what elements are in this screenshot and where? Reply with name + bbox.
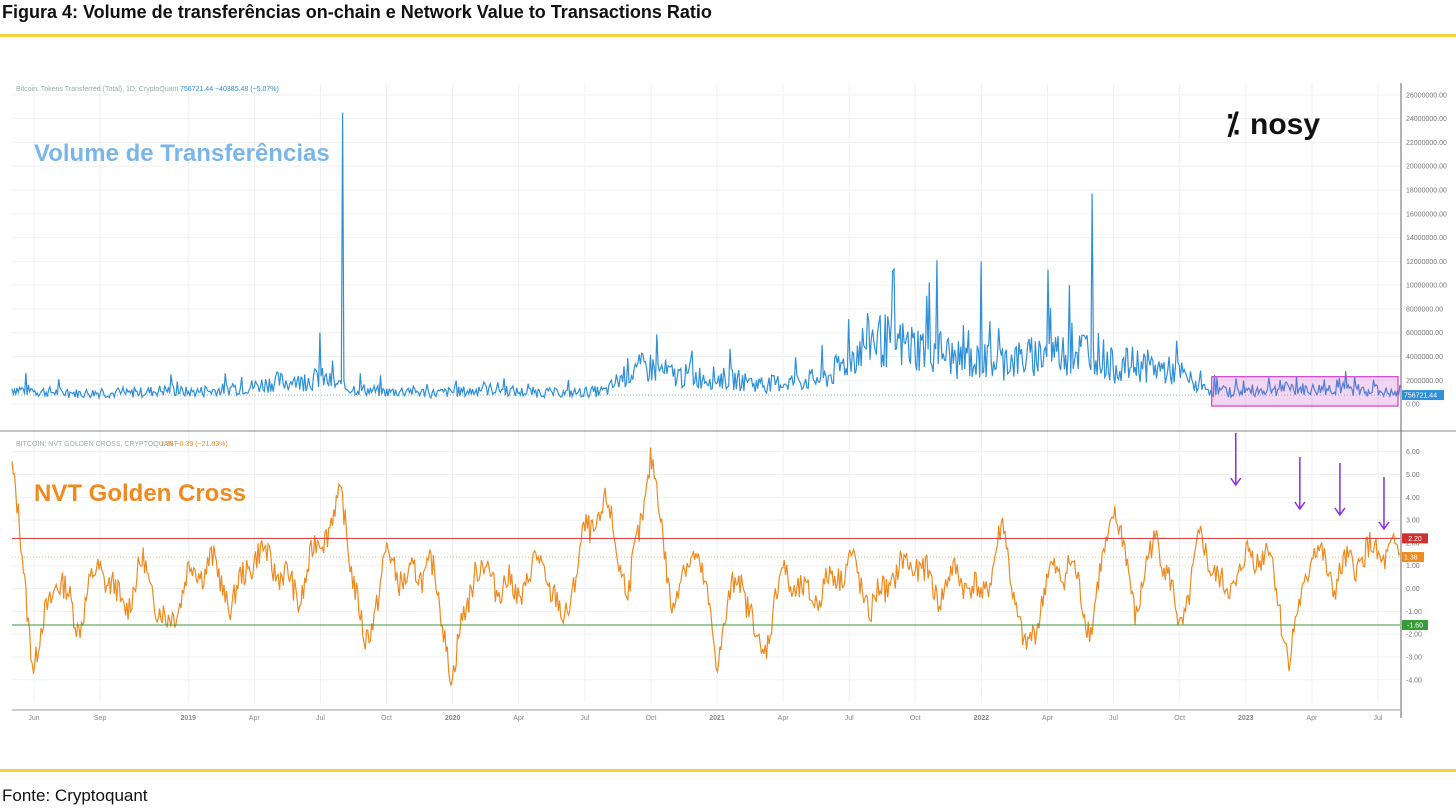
x-tick-label: Oct: [1174, 715, 1185, 722]
y-tick-label: 24000000.00: [1406, 116, 1447, 123]
brand-mark: ⁒: [1226, 108, 1240, 141]
x-tick-label: Sep: [94, 715, 107, 722]
y-tick-label: -2.00: [1406, 632, 1422, 639]
last-value-badge: [1402, 390, 1444, 401]
y-tick-label: 2.00: [1406, 540, 1420, 547]
reference-line-badge: [1402, 620, 1428, 631]
source-note: Fonte: Cryptoquant: [2, 786, 148, 805]
reference-line-label: -1.60: [1407, 623, 1423, 630]
y-tick-label: 5.00: [1406, 472, 1420, 479]
series-legend-values: 1.38 −0.39 (−21.83%): [160, 441, 228, 448]
x-tick-label: Jul: [1109, 715, 1118, 722]
arrow-head: [1294, 501, 1306, 511]
x-tick-label: Apr: [1042, 715, 1054, 722]
x-tick-label: Apr: [1306, 715, 1318, 722]
y-tick-label: 22000000.00: [1406, 140, 1447, 147]
arrow-head: [1334, 507, 1346, 517]
x-tick-label: Jul: [580, 715, 589, 722]
x-tick-label: Oct: [910, 715, 921, 722]
series-legend: Bitcoin: Tokens Transferred (Total), 1D,…: [16, 86, 179, 93]
figure-title: Figura 4: Volume de transferências on-ch…: [2, 2, 712, 22]
brand-name: nosy: [1250, 108, 1320, 141]
y-tick-label: -3.00: [1406, 654, 1422, 661]
y-tick-label: -4.00: [1406, 677, 1422, 684]
x-tick-label: Jul: [845, 715, 854, 722]
top-rule: [0, 34, 1456, 37]
y-tick-label: 4000000.00: [1406, 354, 1443, 361]
nvt-pane: -4.00 -3.00 -2.00 -1.00 0.00 1.00 2.00 3.00 4.00…: [11, 433, 1428, 686]
x-tick-label: Jul: [316, 715, 325, 722]
last-value-badge: [1402, 552, 1424, 563]
y-tick-label: -1.00: [1406, 609, 1422, 616]
y-tick-label: 16000000.00: [1406, 211, 1447, 218]
y-tick-label: 6000000.00: [1406, 330, 1443, 337]
x-tick-label: 2020: [445, 715, 461, 722]
pane-title: Volume de Transferências: [34, 140, 330, 167]
last-value-label: 1.38: [1404, 555, 1418, 562]
chart-canvas[interactable]: 0.00 2000000.00 4000000.00 6000000.00 800000…: [0, 38, 1456, 738]
y-tick-label: 2000000.00: [1406, 378, 1443, 385]
x-tick-label: Apr: [513, 715, 525, 722]
y-tick-label: 0.00: [1406, 586, 1420, 593]
x-tick-label: 2019: [180, 715, 196, 722]
y-tick-label: 6.00: [1406, 449, 1420, 456]
x-axis: Jun Sep 2019 Apr Jul Oct 2020 Apr Jul Oct 2021 Apr J…: [28, 715, 1383, 722]
y-tick-label: 12000000.00: [1406, 259, 1447, 266]
x-tick-label: Oct: [645, 715, 656, 722]
highlight-box: [1211, 376, 1399, 407]
grid: [0, 83, 1456, 718]
volume-pane: 0.00 2000000.00 4000000.00 6000000.00 800000…: [11, 86, 1447, 409]
bottom-rule: [0, 769, 1456, 772]
arrow-head: [1230, 477, 1242, 487]
x-tick-label: Apr: [249, 715, 261, 722]
x-tick-label: Jul: [1373, 715, 1382, 722]
reference-line-badge: [1402, 533, 1428, 544]
x-tick-label: 2023: [1238, 715, 1254, 722]
y-tick-label: 14000000.00: [1406, 235, 1447, 242]
y-tick-label: 26000000.00: [1406, 92, 1447, 99]
last-value-label: 756721.44: [1404, 393, 1437, 400]
series-legend: BITCOIN: NVT GOLDEN CROSS, CRYPTOQUANT: [16, 441, 179, 448]
y-tick-label: 20000000.00: [1406, 164, 1447, 171]
x-tick-label: Oct: [381, 715, 392, 722]
y-tick-label: 8000000.00: [1406, 306, 1443, 313]
y-tick-label: 1.00: [1406, 563, 1420, 570]
pane-title: NVT Golden Cross: [34, 480, 246, 507]
x-tick-label: 2021: [709, 715, 725, 722]
y-tick-label: 0.00: [1406, 402, 1420, 409]
y-tick-label: 3.00: [1406, 518, 1420, 525]
y-tick-label: 10000000.00: [1406, 283, 1447, 290]
y-tick-label: 4.00: [1406, 495, 1420, 502]
series-line: [11, 447, 1401, 686]
x-tick-label: 2022: [974, 715, 990, 722]
arrow-head: [1378, 521, 1390, 531]
brand-logo: ⁒ nosy: [1226, 108, 1320, 141]
x-tick-label: Jun: [28, 715, 39, 722]
series-line: [11, 112, 1401, 401]
x-tick-label: Apr: [778, 715, 790, 722]
series-legend-values: 756721.44 −40385.48 (−5.07%): [180, 86, 279, 93]
y-tick-label: 18000000.00: [1406, 188, 1447, 195]
reference-line-label: 2.20: [1408, 536, 1422, 543]
